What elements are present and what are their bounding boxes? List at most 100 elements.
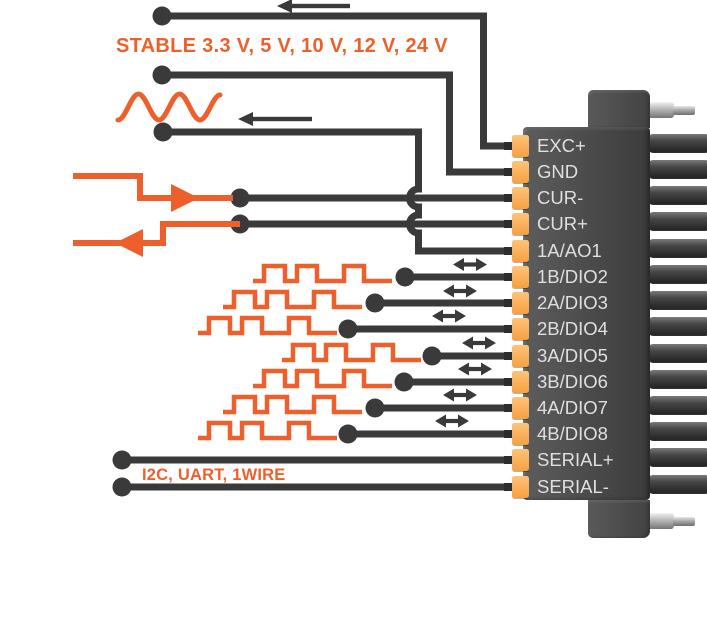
pin-contact — [504, 299, 514, 307]
terminal-cylinder — [648, 344, 707, 363]
left-arrow-icon — [238, 112, 312, 126]
bidirectional-arrow-icon — [453, 258, 487, 271]
direction-arrows — [238, 0, 350, 126]
wire-group — [122, 12, 514, 491]
wire-endpoints — [112, 6, 442, 497]
pin-contact — [504, 378, 514, 386]
pin-row: CUR- — [504, 187, 650, 209]
connector-pin — [512, 161, 529, 183]
pin-contact — [504, 273, 514, 281]
terminal-cylinder — [648, 448, 707, 467]
pin-row: SERIAL+ — [504, 449, 650, 471]
square-wave-icon — [253, 263, 392, 284]
bidirectional-arrow-icon — [432, 309, 466, 323]
pin-label: 2B/DIO4 — [537, 318, 608, 339]
mounting-screw-bottom — [646, 513, 674, 529]
wire-endpoint-dot — [152, 6, 172, 26]
pin-row: 1B/DIO2 — [504, 266, 650, 288]
mounting-screw-top-tip — [673, 105, 695, 115]
wire-endpoint-dot — [112, 450, 132, 470]
right-arrow-icon — [171, 184, 199, 212]
square-wave-icon — [253, 368, 392, 389]
pin-contact — [504, 352, 514, 360]
pin-row: CUR+ — [504, 213, 650, 235]
wire-endpoint-dot — [365, 293, 385, 313]
wire-endpoint-dot — [365, 398, 385, 418]
terminal-cylinder — [648, 186, 707, 205]
square-wave-icon — [223, 394, 362, 415]
wire — [163, 128, 514, 255]
terminal-cylinder — [648, 160, 707, 179]
connector-top-tab — [588, 90, 650, 128]
pin-contact — [504, 194, 514, 202]
terminal-cylinder — [648, 265, 707, 284]
pin-row: 3A/DIO5 — [504, 345, 650, 367]
wire-endpoint-dot — [394, 372, 414, 392]
connector-pin — [512, 135, 529, 157]
connector-pin — [512, 371, 529, 393]
square-wave-icon — [198, 315, 337, 336]
connector-pin — [512, 318, 529, 340]
square-waves — [198, 263, 421, 441]
pin-label: 3B/DIO6 — [537, 371, 608, 392]
pin-contact — [504, 168, 514, 176]
current-return-wire — [73, 221, 240, 246]
connector-body — [523, 127, 650, 500]
pin-row: 4B/DIO8 — [504, 423, 650, 445]
pin-label: SERIAL+ — [537, 449, 614, 470]
pin-label: 2A/DIO3 — [537, 292, 608, 313]
voltage-note: STABLE 3.3 V, 5 V, 10 V, 12 V, 24 V — [116, 35, 448, 57]
square-wave-icon — [223, 289, 362, 310]
wire-endpoint-dot — [152, 65, 172, 85]
pin-row: GND — [504, 161, 650, 183]
wire-endpoint-dot — [338, 319, 358, 339]
pin-label: CUR+ — [537, 213, 588, 234]
bidirectional-arrows — [432, 258, 496, 428]
bidirectional-arrow-icon — [443, 388, 477, 402]
connector-pin — [512, 266, 529, 288]
pin-label: 4B/DIO8 — [537, 423, 608, 444]
current-out-wire — [73, 173, 233, 201]
square-wave-icon — [282, 342, 421, 363]
pin-contact — [504, 142, 514, 150]
wire-endpoint-dot — [338, 424, 358, 444]
pin-contact — [504, 220, 514, 228]
pin-label: 1A/AO1 — [537, 240, 602, 261]
connector-pin — [512, 187, 529, 209]
pin-row: EXC+ — [504, 135, 650, 157]
terminal-cylinder — [648, 212, 707, 231]
wire-endpoint-dot — [230, 188, 250, 208]
connector-pin — [512, 476, 529, 498]
pin-label: CUR- — [537, 187, 584, 208]
pin-contact — [504, 483, 514, 491]
terminal-cylinder — [648, 422, 707, 441]
connector-pin — [512, 292, 529, 314]
mounting-screw-top — [646, 102, 674, 118]
pin-label: 3A/DIO5 — [537, 345, 608, 366]
connector-pin — [512, 345, 529, 367]
wire-endpoint-dot — [395, 267, 415, 287]
serial-protocols-note: I2C, UART, 1WIRE — [142, 466, 286, 484]
pin-contact — [504, 404, 514, 412]
pin-label: 1B/DIO2 — [537, 266, 608, 287]
pin-row: SERIAL- — [504, 476, 650, 498]
pin-row: 3B/DIO6 — [504, 371, 650, 393]
terminal-cylinder — [648, 134, 707, 153]
connector-pin — [512, 213, 529, 235]
pin-row: 2A/DIO3 — [504, 292, 650, 314]
pin-row: 4A/DIO7 — [504, 397, 650, 419]
connector-pin — [512, 240, 529, 262]
square-wave-icon — [198, 420, 337, 441]
pin-label: SERIAL- — [537, 476, 609, 497]
connector-pin — [512, 423, 529, 445]
pin-contact — [504, 247, 514, 255]
pin-contact — [504, 456, 514, 464]
terminal-cylinder — [648, 396, 707, 415]
bidirectional-arrow-icon — [458, 362, 492, 376]
wire-endpoint-dot — [153, 122, 173, 142]
wire-endpoint-dot — [112, 477, 132, 497]
connector-pin — [512, 449, 529, 471]
pin-row: 1A/AO1 — [504, 240, 650, 262]
mounting-screw-bottom-tip — [673, 516, 695, 526]
terminal-cylinder — [648, 317, 707, 336]
